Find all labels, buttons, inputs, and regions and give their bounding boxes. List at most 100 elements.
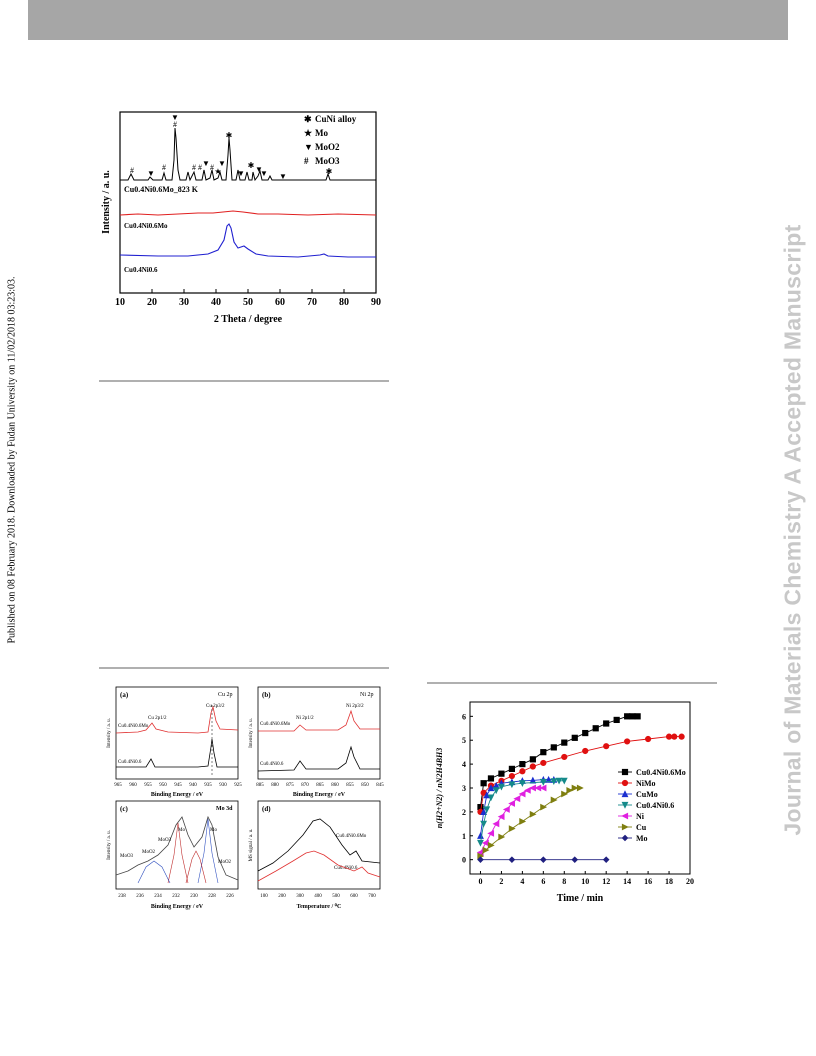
legend-entry: Cu bbox=[618, 823, 647, 832]
moo2-marker-icon: ▼ bbox=[218, 159, 226, 168]
journal-watermark: Journal of Materials Chemistry A Accepte… bbox=[775, 140, 811, 920]
kinetics-xtick-label: 16 bbox=[644, 877, 652, 886]
kinetics-xtick-label: 0 bbox=[478, 877, 482, 886]
xtick: 600 bbox=[350, 894, 358, 899]
kinetics-ytick-label: 4 bbox=[462, 760, 466, 769]
section-rule-3 bbox=[427, 682, 717, 684]
data-point bbox=[487, 841, 495, 849]
data-point bbox=[523, 786, 531, 794]
data-point bbox=[582, 729, 589, 737]
legend-label: MoO3 bbox=[315, 156, 340, 166]
data-point bbox=[539, 778, 547, 786]
panel-b: (b) Ni 2p Ni 2p1/2 Ni 2p3/2 Cu0.4Ni0.6Mo… bbox=[249, 686, 384, 798]
data-point bbox=[487, 784, 495, 792]
peak-label: MoO2 bbox=[218, 860, 232, 865]
xps-figure: (a) Cu 2p Cu 2p1/2 Cu 2p3/2 Cu0.4Ni0.6Mo… bbox=[107, 686, 384, 910]
data-point bbox=[550, 796, 558, 804]
panel-d: (d) Cu0.4Ni0.6Mo Cu0.4Ni0.6 100 200 300 … bbox=[249, 800, 381, 910]
cuni-marker-icon: ✱ bbox=[326, 167, 333, 176]
data-point bbox=[477, 839, 484, 847]
xtick: 850 bbox=[361, 783, 369, 788]
peak-label: MoO2 bbox=[142, 850, 156, 855]
moo3-marker-icon: # bbox=[210, 163, 214, 172]
xrd-xtick-1: 20 bbox=[147, 297, 157, 308]
xtick: 945 bbox=[174, 783, 182, 788]
data-point bbox=[545, 775, 552, 783]
xtick: 230 bbox=[190, 894, 198, 899]
data-point bbox=[603, 743, 610, 750]
data-point bbox=[540, 749, 547, 756]
panel-c-title: Mo 3d bbox=[216, 806, 233, 812]
header-bar bbox=[28, 0, 788, 40]
data-point bbox=[540, 803, 548, 811]
kinetics-ytick-label: 3 bbox=[462, 784, 466, 793]
data-point bbox=[555, 777, 563, 785]
xrd-xtick-5: 60 bbox=[275, 297, 285, 308]
legend-marker-icon bbox=[621, 834, 629, 842]
xtick: 960 bbox=[129, 783, 137, 788]
kinetics-xtick-label: 12 bbox=[602, 877, 610, 886]
data-point bbox=[529, 756, 536, 763]
legend-label: Cu bbox=[636, 823, 647, 832]
panel-b-ylabel: Intensity / a. u. bbox=[249, 718, 254, 748]
download-notice-text: Published on 08 February 2018. Downloade… bbox=[6, 276, 18, 644]
data-point bbox=[483, 806, 491, 814]
legend-label: Mo bbox=[636, 834, 648, 843]
moo2-marker-icon: ▼ bbox=[147, 169, 155, 178]
data-point bbox=[624, 738, 631, 745]
xtick: 200 bbox=[278, 894, 286, 899]
legend-marker-icon bbox=[621, 768, 629, 776]
journal-watermark-text: Journal of Materials Chemistry A Accepte… bbox=[779, 224, 806, 836]
legend-label: CuMo bbox=[636, 790, 658, 799]
data-point bbox=[513, 795, 521, 803]
data-point bbox=[634, 713, 641, 720]
kinetics-ytick-label: 0 bbox=[462, 856, 466, 865]
moo2-marker-icon: ▼ bbox=[171, 113, 179, 122]
panel-d-top-label: Cu0.4Ni0.6Mo bbox=[336, 834, 367, 839]
xrd-xtick-3: 40 bbox=[211, 297, 221, 308]
data-point bbox=[561, 753, 568, 761]
panel-a-peak2: Cu 2p3/2 bbox=[206, 704, 225, 709]
legend-label: Mo bbox=[315, 128, 328, 138]
moo2-marker-icon: ▼ bbox=[237, 169, 245, 178]
panel-d-ylabel: MS signal / a. u. bbox=[249, 829, 254, 862]
kinetics-xtick-label: 6 bbox=[541, 877, 545, 886]
panel-a-ylabel: Intensity / a. u. bbox=[107, 718, 112, 748]
xtick: 940 bbox=[189, 783, 197, 788]
xtick: 860 bbox=[331, 783, 339, 788]
peak-label: MoO3 bbox=[120, 854, 134, 859]
xtick: 875 bbox=[286, 783, 294, 788]
data-point bbox=[482, 846, 490, 854]
panel-a-peak1: Cu 2p1/2 bbox=[148, 716, 167, 721]
data-point bbox=[561, 739, 568, 746]
peak-label: MoO3 bbox=[158, 838, 172, 843]
legend-label: NiMo bbox=[636, 779, 656, 788]
series-5 bbox=[477, 784, 584, 860]
xtick: 845 bbox=[376, 783, 384, 788]
legend-entry: Mo bbox=[618, 834, 648, 843]
kinetics-xtick-label: 14 bbox=[623, 877, 631, 886]
xtick: 234 bbox=[154, 894, 162, 899]
xtick: 965 bbox=[114, 783, 122, 788]
data-point bbox=[502, 806, 510, 813]
moo2-marker-icon: ▼ bbox=[255, 165, 263, 174]
data-point bbox=[550, 778, 558, 786]
data-point bbox=[571, 856, 579, 863]
legend-label: MoO2 bbox=[315, 142, 340, 152]
panel-b-title: Ni 2p bbox=[360, 692, 374, 698]
xtick: 700 bbox=[368, 894, 376, 899]
data-point bbox=[671, 733, 678, 740]
data-point bbox=[571, 734, 578, 741]
kinetics-xtick-label: 18 bbox=[665, 877, 673, 886]
data-point bbox=[508, 765, 516, 772]
xtick: 500 bbox=[332, 894, 340, 899]
legend-symbol-icon: ▼ bbox=[304, 142, 313, 152]
xtick: 865 bbox=[316, 783, 324, 788]
data-point bbox=[550, 744, 557, 751]
series-0 bbox=[477, 713, 641, 811]
xrd-x-ticks: 10 20 30 40 50 60 70 80 90 bbox=[115, 289, 381, 308]
data-point bbox=[487, 829, 495, 837]
panel-a-xlabel: Binding Energy / eV bbox=[151, 792, 204, 798]
panel-a-title: Cu 2p bbox=[218, 692, 233, 698]
